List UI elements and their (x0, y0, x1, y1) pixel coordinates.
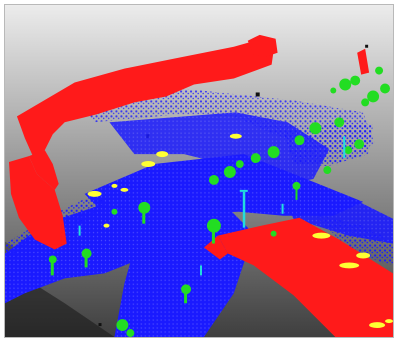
building-points (8, 34, 393, 337)
point-cloud-viewport[interactable] (4, 4, 394, 338)
point-cloud-render (5, 5, 393, 337)
pole-points (78, 136, 346, 276)
vegetation-points (48, 66, 391, 337)
vehicle-points (87, 133, 393, 329)
